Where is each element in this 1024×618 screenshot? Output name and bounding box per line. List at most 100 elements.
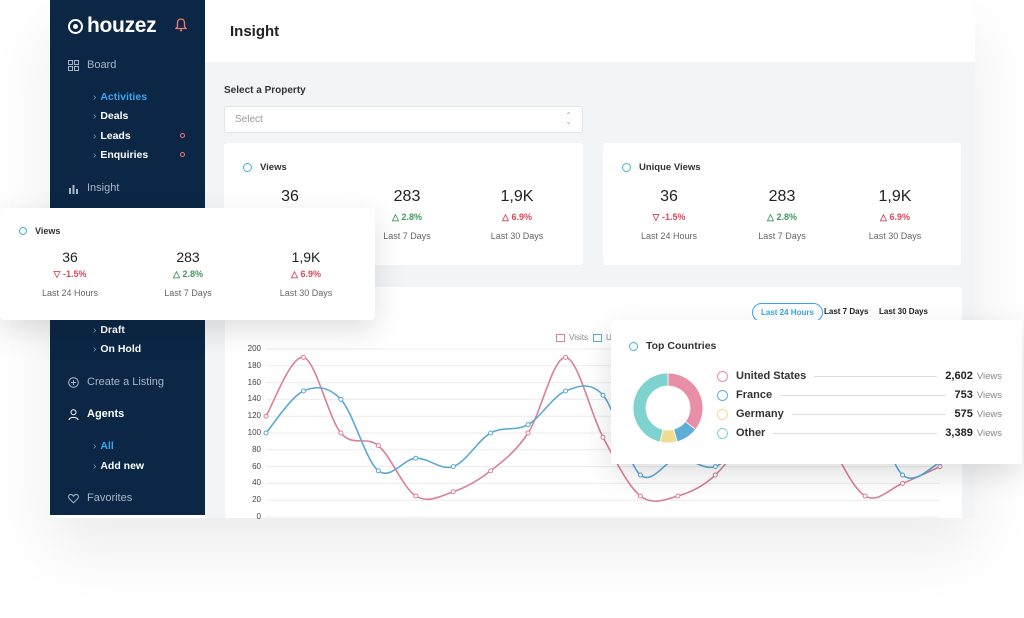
nav-insight-label: Insight bbox=[87, 182, 120, 194]
data-point[interactable] bbox=[712, 464, 718, 470]
data-point[interactable] bbox=[263, 413, 269, 419]
property-select-label: Select a Property bbox=[224, 85, 306, 96]
data-point[interactable] bbox=[450, 489, 456, 495]
country-row-germany: Germany 575 Views bbox=[717, 407, 1002, 421]
circle-icon bbox=[19, 227, 27, 235]
stat-7d: 283 △ 2.8% Last 7 Days bbox=[352, 188, 462, 241]
donut-slice-other[interactable] bbox=[632, 372, 669, 443]
donut-slice-united-states[interactable] bbox=[667, 372, 704, 431]
y-tick-label: 20 bbox=[252, 495, 261, 505]
data-point[interactable] bbox=[488, 468, 494, 474]
data-point[interactable] bbox=[937, 464, 943, 470]
brand-logo[interactable]: houzez bbox=[68, 14, 157, 38]
range-tab-30d[interactable]: Last 30 Days bbox=[879, 307, 928, 316]
location-pin-icon bbox=[68, 18, 83, 34]
legend-visits[interactable]: Visits bbox=[556, 333, 588, 342]
data-point[interactable] bbox=[637, 493, 643, 499]
data-point[interactable] bbox=[525, 422, 531, 428]
stat-label: Last 7 Days bbox=[758, 231, 806, 241]
legend-label: Visits bbox=[569, 333, 588, 342]
data-point[interactable] bbox=[563, 354, 569, 360]
y-tick-label: 140 bbox=[247, 394, 261, 404]
sidebar-item-enquiries[interactable]: › Enquiries bbox=[93, 149, 193, 161]
data-point[interactable] bbox=[338, 430, 344, 436]
bell-icon[interactable] bbox=[175, 18, 187, 32]
nav-create-listing-label: Create a Listing bbox=[87, 376, 165, 388]
sidebar-item-add-new[interactable]: › Add new bbox=[93, 460, 193, 472]
data-point[interactable] bbox=[413, 455, 419, 461]
property-select[interactable]: Select ⌃ ⌄ bbox=[224, 106, 583, 133]
y-tick-label: 40 bbox=[252, 478, 261, 488]
stat-label: Last 7 Days bbox=[164, 288, 212, 298]
data-point[interactable] bbox=[525, 430, 531, 436]
unique-views-card-title: Unique Views bbox=[622, 162, 701, 173]
sidebar-item-on-hold[interactable]: › On Hold bbox=[93, 343, 193, 355]
data-point[interactable] bbox=[900, 480, 906, 486]
data-point[interactable] bbox=[300, 354, 306, 360]
data-point[interactable] bbox=[300, 388, 306, 394]
chevron-right-icon: › bbox=[93, 343, 97, 355]
chevron-right-icon: › bbox=[93, 149, 97, 161]
data-point[interactable] bbox=[563, 388, 569, 394]
sidebar-item-activities[interactable]: › Activities bbox=[93, 91, 193, 103]
data-point[interactable] bbox=[338, 396, 344, 402]
country-name: Germany bbox=[736, 408, 784, 420]
sidebar-item-label: Leads bbox=[100, 130, 131, 142]
sidebar-item-label: Deals bbox=[100, 110, 129, 122]
nav-agents-label: Agents bbox=[87, 408, 125, 420]
sidebar-item-label: Draft bbox=[100, 324, 125, 336]
data-point[interactable] bbox=[488, 430, 494, 436]
data-point[interactable] bbox=[900, 472, 906, 478]
stat-value: 1,9K bbox=[878, 188, 912, 205]
data-point[interactable] bbox=[413, 493, 419, 499]
nav-favorites[interactable]: Favorites bbox=[68, 492, 132, 504]
stat-24h: 36 ▽ -1.5% Last 24 Hours bbox=[15, 249, 125, 298]
data-point[interactable] bbox=[600, 434, 606, 440]
sidebar-item-label: Activities bbox=[100, 91, 148, 103]
circle-icon bbox=[243, 163, 252, 172]
country-value: 3,389 bbox=[945, 427, 973, 439]
sidebar-item-leads[interactable]: › Leads bbox=[93, 130, 193, 142]
data-point[interactable] bbox=[637, 472, 643, 478]
brand-name: houzez bbox=[87, 14, 157, 37]
y-tick-label: 100 bbox=[247, 428, 261, 437]
stat-change: ▽ -1.5% bbox=[652, 212, 686, 222]
sidebar-item-deals[interactable]: › Deals bbox=[93, 110, 193, 122]
legend-swatch bbox=[556, 333, 565, 342]
data-point[interactable] bbox=[675, 493, 681, 499]
data-point[interactable] bbox=[375, 443, 381, 449]
data-point[interactable] bbox=[263, 430, 269, 436]
range-tab-7d[interactable]: Last 7 Days bbox=[824, 307, 869, 316]
y-tick-label: 160 bbox=[247, 377, 261, 387]
chevron-right-icon: › bbox=[93, 91, 97, 103]
plus-circle-icon bbox=[68, 376, 79, 388]
top-countries-card: Top Countries United States 2,602 Views … bbox=[611, 320, 1022, 464]
sidebar-item-label: On Hold bbox=[100, 343, 142, 355]
data-point[interactable] bbox=[862, 493, 868, 499]
stat-label: Last 30 Days bbox=[490, 231, 544, 241]
data-point[interactable] bbox=[712, 472, 718, 478]
data-point[interactable] bbox=[375, 468, 381, 474]
chevron-right-icon: › bbox=[93, 130, 97, 142]
notification-dot bbox=[180, 152, 185, 157]
stat-change: ▽ -1.5% bbox=[53, 269, 87, 279]
stat-7d: 283 △ 2.8% Last 7 Days bbox=[133, 249, 243, 298]
nav-board[interactable]: Board bbox=[68, 59, 116, 71]
country-row-other: Other 3,389 Views bbox=[717, 426, 1002, 440]
data-point[interactable] bbox=[450, 464, 456, 470]
row-divider bbox=[780, 394, 947, 396]
stat-24h: 36 bbox=[235, 188, 345, 206]
y-tick-label: 120 bbox=[247, 411, 261, 421]
nav-insight[interactable]: Insight bbox=[68, 182, 119, 194]
stat-value: 1,9K bbox=[500, 188, 534, 205]
country-unit: Views bbox=[976, 408, 1002, 420]
nav-create-listing[interactable]: Create a Listing bbox=[68, 376, 164, 388]
sidebar-item-all[interactable]: › All bbox=[93, 440, 193, 452]
card-title-text: Unique Views bbox=[639, 162, 701, 173]
country-unit: Views bbox=[976, 370, 1002, 382]
legend-unique[interactable]: U bbox=[593, 333, 612, 342]
sidebar-item-draft[interactable]: › Draft bbox=[93, 324, 193, 336]
data-point[interactable] bbox=[600, 392, 606, 398]
nav-agents[interactable]: Agents bbox=[68, 408, 124, 420]
country-swatch bbox=[717, 427, 728, 439]
